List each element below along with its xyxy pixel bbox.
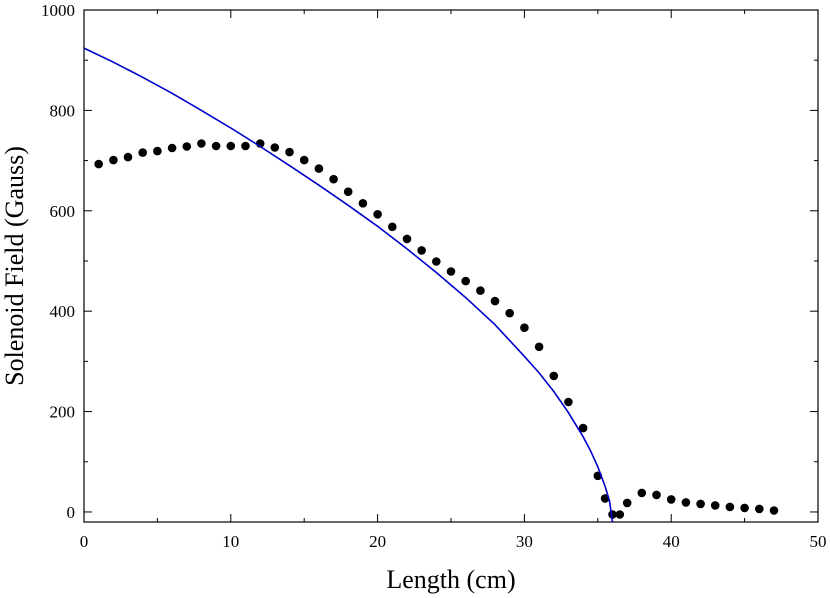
y-tick-label: 800: [50, 101, 76, 120]
data-point: [534, 342, 544, 352]
y-tick-label: 600: [50, 202, 76, 221]
data-point: [270, 143, 280, 152]
data-point: [153, 146, 162, 156]
data-point: [167, 143, 177, 153]
y-tick-label: 1000: [41, 1, 75, 20]
data-point: [285, 147, 294, 157]
data-point: [740, 503, 749, 513]
data-point: [615, 510, 625, 519]
data-point: [666, 495, 676, 504]
data-point: [329, 174, 338, 184]
y-tick-label: 400: [50, 302, 76, 321]
data-point: [520, 323, 529, 333]
data-point: [109, 155, 118, 165]
y-tick-label: 0: [67, 503, 76, 522]
y-tick-label: 200: [50, 403, 76, 422]
data-point: [417, 246, 426, 255]
data-point: [299, 155, 309, 165]
y-axis: 0 200 400 600 800 1000: [41, 1, 818, 522]
data-point: [476, 286, 485, 295]
x-tick-label: 20: [369, 532, 386, 551]
plot-area: [83, 47, 779, 523]
x-tick-label: 10: [222, 532, 239, 551]
x-tick-label: 40: [663, 532, 680, 551]
plot-frame: [83, 9, 819, 523]
data-point: [343, 187, 353, 196]
y-axis-title: Solenoid Field (Gauss): [0, 146, 29, 386]
data-point: [490, 296, 500, 306]
fit-curve: [83, 47, 614, 523]
data-point: [446, 267, 456, 276]
data-point: [373, 210, 382, 219]
x-tick-label: 0: [80, 532, 89, 551]
data-point: [138, 148, 147, 157]
data-point: [710, 501, 720, 510]
data-point: [600, 494, 610, 503]
x-tick-label: 50: [810, 532, 827, 551]
data-point: [622, 498, 632, 508]
data-point: [402, 234, 412, 244]
x-axis-title: Length (cm): [386, 565, 515, 594]
data-point: [226, 141, 236, 151]
data-point: [549, 371, 559, 381]
data-point: [432, 257, 441, 266]
data-point: [681, 498, 691, 507]
data-point: [637, 488, 647, 498]
data-point: [564, 397, 573, 407]
data-point: [755, 504, 764, 514]
data-point: [505, 308, 514, 318]
data-point: [725, 502, 735, 512]
data-point: [358, 199, 368, 208]
data-point: [211, 141, 221, 151]
data-point: [461, 276, 471, 286]
data-point: [314, 164, 324, 173]
x-axis: 0 10 20 30 40 50: [80, 10, 827, 551]
data-point: [182, 142, 192, 151]
data-point: [696, 499, 705, 509]
x-tick-label: 30: [516, 532, 533, 551]
data-point: [123, 152, 133, 162]
data-point: [388, 222, 397, 232]
data-point: [197, 139, 206, 148]
data-point: [652, 490, 661, 500]
data-point: [578, 423, 588, 433]
data-point: [241, 141, 250, 151]
data-point: [769, 506, 779, 515]
data-point: [94, 159, 103, 169]
